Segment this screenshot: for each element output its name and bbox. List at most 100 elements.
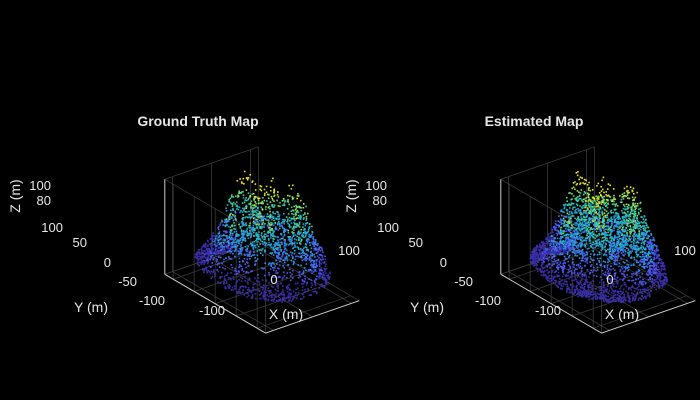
point <box>635 294 637 297</box>
point <box>632 279 635 282</box>
point <box>288 224 291 226</box>
point <box>286 259 289 262</box>
point <box>305 222 307 225</box>
point <box>303 258 305 261</box>
point <box>591 221 593 224</box>
point <box>302 226 304 228</box>
point <box>584 229 586 231</box>
point <box>544 246 546 248</box>
point <box>642 235 645 237</box>
point <box>620 293 622 295</box>
point <box>315 262 317 264</box>
point <box>232 289 235 291</box>
point <box>311 233 313 236</box>
point <box>579 224 582 227</box>
point <box>255 297 257 300</box>
point <box>582 215 585 218</box>
point <box>234 249 237 252</box>
point <box>628 197 631 200</box>
point <box>231 250 234 252</box>
point <box>196 261 199 264</box>
point <box>560 283 562 285</box>
point <box>283 266 285 269</box>
point <box>309 251 312 254</box>
point <box>238 191 241 193</box>
point <box>207 255 210 257</box>
point <box>584 291 586 294</box>
point <box>257 280 259 283</box>
point <box>557 271 560 274</box>
point <box>231 243 233 245</box>
point <box>560 237 563 239</box>
point <box>566 285 569 287</box>
point <box>583 227 586 229</box>
point <box>290 254 293 256</box>
point <box>272 232 274 235</box>
point <box>246 254 248 256</box>
point <box>636 244 638 247</box>
point <box>607 225 610 227</box>
point <box>558 283 561 286</box>
point <box>305 253 307 255</box>
point <box>227 217 230 219</box>
point <box>233 222 235 224</box>
point <box>234 218 237 220</box>
point <box>304 243 307 245</box>
point <box>623 270 625 273</box>
point <box>649 266 651 268</box>
point <box>581 253 584 256</box>
point <box>653 239 656 242</box>
point <box>617 292 620 294</box>
point <box>629 230 632 233</box>
point <box>282 291 284 293</box>
point <box>271 218 273 221</box>
point <box>559 252 561 255</box>
point <box>225 257 227 259</box>
point <box>230 289 233 291</box>
point <box>579 265 582 268</box>
point <box>304 275 306 277</box>
point <box>564 280 566 283</box>
point <box>295 217 298 220</box>
point <box>308 226 310 229</box>
point <box>245 205 248 208</box>
point <box>539 248 542 251</box>
point <box>241 202 244 204</box>
point <box>263 238 265 241</box>
point <box>285 297 288 299</box>
point <box>541 244 544 247</box>
point <box>241 291 244 294</box>
point <box>267 230 270 233</box>
point <box>581 284 584 287</box>
point <box>614 235 616 238</box>
point <box>600 287 603 290</box>
point <box>551 279 553 282</box>
point <box>217 250 219 253</box>
point <box>556 229 558 232</box>
point <box>241 218 244 221</box>
point <box>585 293 588 295</box>
point <box>273 251 276 254</box>
point <box>263 217 266 220</box>
point <box>598 220 600 222</box>
point <box>601 214 604 216</box>
point <box>543 252 545 255</box>
point <box>276 280 278 283</box>
point <box>551 255 554 258</box>
point <box>637 208 640 211</box>
point <box>268 282 270 284</box>
point <box>291 196 294 198</box>
point <box>635 278 637 281</box>
point <box>206 271 208 274</box>
point <box>654 280 657 283</box>
point <box>261 236 264 238</box>
point <box>571 193 573 195</box>
point <box>637 222 639 225</box>
point <box>320 283 323 285</box>
point <box>241 285 243 287</box>
point <box>646 253 649 255</box>
point <box>634 225 636 228</box>
point <box>573 239 576 242</box>
point <box>601 226 604 229</box>
point <box>603 265 606 267</box>
